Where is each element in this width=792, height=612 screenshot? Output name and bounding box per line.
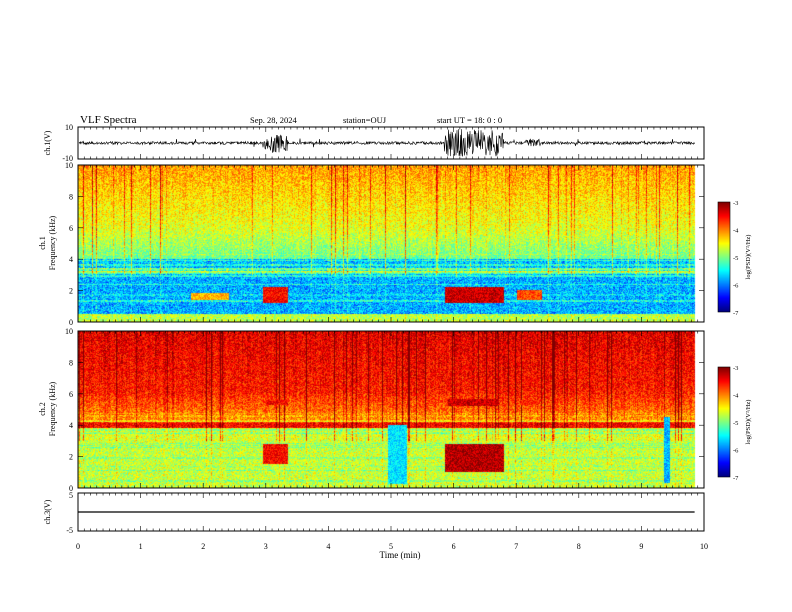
- colorbar-tick-label: -3: [733, 365, 738, 372]
- time-tick-label: 9: [639, 542, 643, 551]
- figure-date: Sep. 28, 2024: [250, 115, 298, 125]
- colorbar-tick-label: -7: [733, 310, 739, 317]
- ch1-colorbar: -3 -4 -5 -6 -7 log(PSD)(V²/Hz): [717, 200, 752, 317]
- ch1-waveform-trace: [78, 129, 695, 157]
- ch2-spectrogram-xticks: [77, 331, 705, 488]
- freq-tick-label: 4: [69, 255, 73, 264]
- time-tick-label: 1: [139, 542, 143, 551]
- colorbar-tick-label: -3: [733, 200, 738, 207]
- colorbar-tick-label: -6: [733, 283, 739, 290]
- freq-tick-label: 10: [65, 327, 73, 336]
- time-tick-label: 5: [389, 542, 393, 551]
- freq-tick-label: 4: [69, 421, 73, 430]
- ch1-spectrogram-panel: 0 2 4 6 8 10 ch.1Frequency (kHz): [38, 161, 705, 327]
- ch3-ytick-top: 5: [69, 491, 73, 500]
- time-axis-label: Time (min): [380, 550, 421, 560]
- figure-station: station=OUJ: [343, 115, 387, 125]
- ch1-ytick-bottom: -10: [62, 154, 73, 163]
- freq-tick-label: 2: [69, 287, 73, 296]
- time-tick-label: 3: [264, 542, 268, 551]
- time-tick-label: 7: [514, 542, 518, 551]
- ch2-colorbar-gradient: [718, 367, 730, 477]
- freq-tick-label: 0: [69, 484, 73, 493]
- ch1-spectrogram-yticks: 0 2 4 6 8 10: [65, 161, 704, 327]
- ch1-spectrogram-xticks: [77, 165, 705, 322]
- ch1-spectrogram-image: [78, 165, 704, 322]
- ch1-ytick-top: 10: [65, 123, 73, 132]
- time-tick-label: 6: [452, 542, 456, 551]
- time-tick-label: 10: [700, 542, 708, 551]
- ch2-spec-ylabel: ch.2Frequency (kHz): [38, 381, 57, 436]
- colorbar-tick-label: -4: [733, 393, 739, 400]
- ch1-colorbar-frame: [717, 201, 731, 313]
- ch1-colorbar-gradient: [718, 202, 730, 312]
- time-tick-label: 2: [201, 542, 205, 551]
- ch1-colorbar-ticks: -3 -4 -5 -6 -7: [733, 200, 739, 317]
- freq-tick-label: 2: [69, 453, 73, 462]
- colorbar-tick-label: -4: [733, 228, 739, 235]
- ch2-colorbar: -3 -4 -5 -6 -7 log(PSD)(V²/Hz): [717, 365, 752, 482]
- colorbar-tick-label: -7: [733, 475, 739, 482]
- freq-tick-label: 0: [69, 318, 73, 327]
- ch3-ytick-bottom: -5: [66, 526, 73, 535]
- ch2-colorbar-ticks: -3 -4 -5 -6 -7: [733, 365, 739, 482]
- freq-tick-label: 6: [69, 224, 73, 233]
- time-tick-label: 0: [76, 542, 80, 551]
- colorbar-tick-label: -6: [733, 448, 739, 455]
- ch3-waveform-xticks: [77, 493, 705, 531]
- freq-tick-label: 10: [65, 161, 73, 170]
- figure-start-time: start UT = 18: 0 : 0: [437, 115, 502, 125]
- ch3-ylabel: ch.3(V): [43, 499, 52, 524]
- freq-tick-label: 8: [69, 192, 73, 201]
- ch2-colorbar-frame: [717, 366, 731, 478]
- ch2-spectrogram-yticks: 0 2 4 6 8 10: [65, 327, 704, 493]
- time-axis-tick-labels: 0 1 2 3 4 5 6 7 8 9 10: [76, 542, 708, 551]
- figure-title: VLF Spectra: [80, 114, 137, 126]
- ch2-spectrogram-panel: 0 2 4 6 8 10 ch.2Frequency (kHz): [38, 327, 705, 493]
- colorbar-tick-label: -5: [733, 420, 738, 427]
- time-tick-label: 4: [326, 542, 330, 551]
- colorbar-tick-label: -5: [733, 255, 738, 262]
- ch1-waveform-xticks: [77, 127, 705, 159]
- ch2-spectrogram-image: [78, 331, 704, 488]
- freq-tick-label: 8: [69, 358, 73, 367]
- ch1-spec-ylabel: ch.1Frequency (kHz): [38, 215, 57, 270]
- ch3-waveform-panel: 5 -5 ch.3(V): [43, 491, 705, 535]
- ch1-colorbar-label: log(PSD)(V²/Hz): [745, 235, 752, 280]
- ch2-colorbar-label: log(PSD)(V²/Hz): [745, 400, 752, 445]
- ch1-waveform-panel: 10 -10 ch.1(V): [43, 123, 705, 163]
- ch1-ylabel: ch.1(V): [43, 130, 52, 155]
- freq-tick-label: 6: [69, 390, 73, 399]
- time-tick-label: 8: [577, 542, 581, 551]
